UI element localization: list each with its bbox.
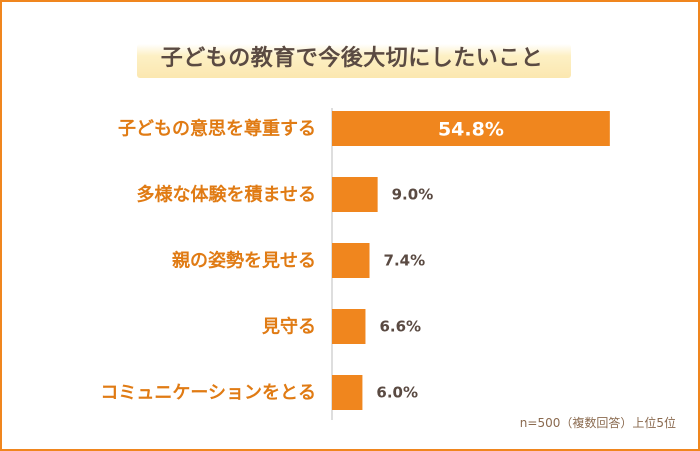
value-label-4: 6.0% <box>376 384 418 402</box>
sample-note: n=500（複数回答）上位5位 <box>520 415 676 430</box>
category-label-3: 見守る <box>261 316 316 338</box>
bar-0 <box>332 111 610 146</box>
bar-2 <box>332 243 370 278</box>
category-label-4: コミュニケーションをとる <box>100 383 316 404</box>
category-label-1: 多様な体験を積ませる <box>137 184 316 206</box>
bar-1 <box>332 177 378 212</box>
bar-4 <box>332 375 363 410</box>
category-label-2: 親の姿勢を見せる <box>172 250 316 272</box>
value-label-2: 7.4% <box>384 252 426 270</box>
bar-3 <box>332 309 366 344</box>
title-highlight <box>137 44 571 78</box>
chart-title: 子どもの教育で今後大切にしたいこと <box>160 46 544 71</box>
value-label-1: 9.0% <box>392 186 434 204</box>
value-label-3: 6.6% <box>379 318 421 336</box>
category-label-0: 子どもの意思を尊重する <box>118 118 316 140</box>
value-label-0: 54.8% <box>438 119 504 141</box>
